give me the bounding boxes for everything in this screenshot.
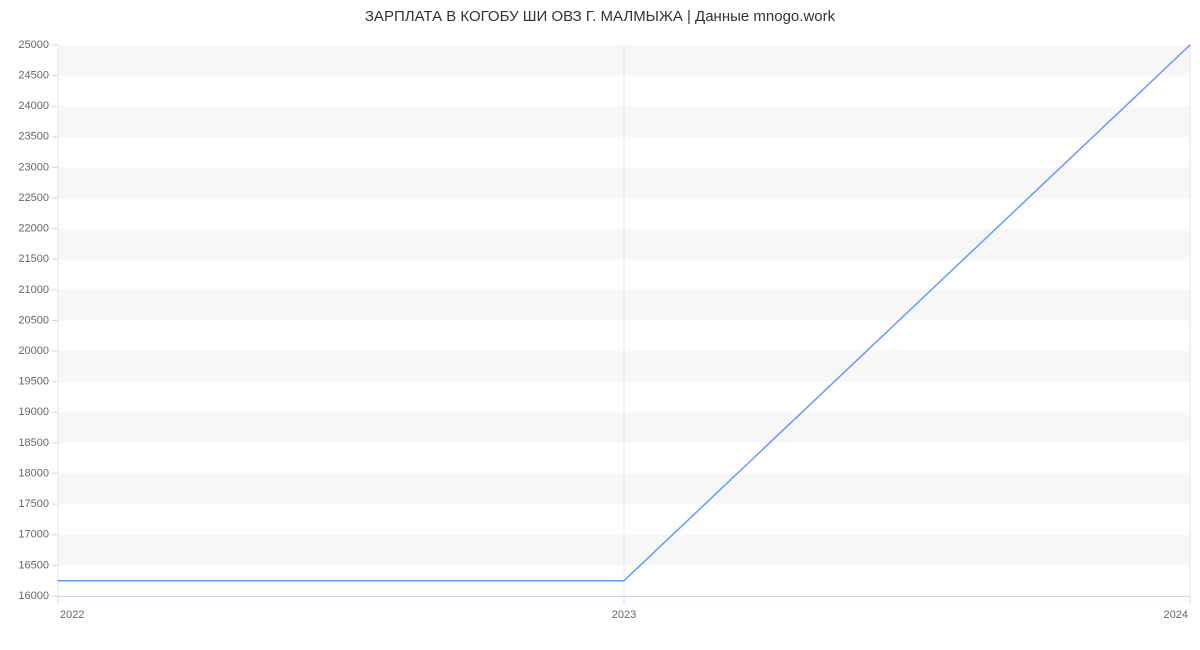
svg-text:18000: 18000 [18, 467, 49, 479]
svg-text:18500: 18500 [18, 437, 49, 449]
svg-text:23500: 23500 [18, 131, 49, 143]
svg-text:25000: 25000 [18, 39, 49, 51]
svg-text:19500: 19500 [18, 376, 49, 388]
svg-text:22500: 22500 [18, 192, 49, 204]
svg-text:20500: 20500 [18, 314, 49, 326]
svg-text:16000: 16000 [18, 590, 49, 602]
svg-text:17000: 17000 [18, 529, 49, 541]
svg-text:2024: 2024 [1164, 609, 1188, 621]
svg-text:24500: 24500 [18, 70, 49, 82]
svg-text:17500: 17500 [18, 498, 49, 510]
salary-line-chart: ЗАРПЛАТА В КОГОБУ ШИ ОВЗ Г. МАЛМЫЖА | Да… [0, 0, 1200, 650]
svg-text:16500: 16500 [18, 559, 49, 571]
chart-canvas: 16000 16500 17000 17500 18000 18500 19000 19500… [0, 0, 1200, 650]
svg-text:22000: 22000 [18, 223, 49, 235]
svg-text:2023: 2023 [612, 609, 636, 621]
svg-text:23000: 23000 [18, 161, 49, 173]
chart-title: ЗАРПЛАТА В КОГОБУ ШИ ОВЗ Г. МАЛМЫЖА | Да… [0, 8, 1200, 25]
svg-text:2022: 2022 [60, 609, 84, 621]
svg-text:21000: 21000 [18, 284, 49, 296]
svg-text:19000: 19000 [18, 406, 49, 418]
svg-text:20000: 20000 [18, 345, 49, 357]
svg-text:24000: 24000 [18, 100, 49, 112]
svg-text:21500: 21500 [18, 253, 49, 265]
